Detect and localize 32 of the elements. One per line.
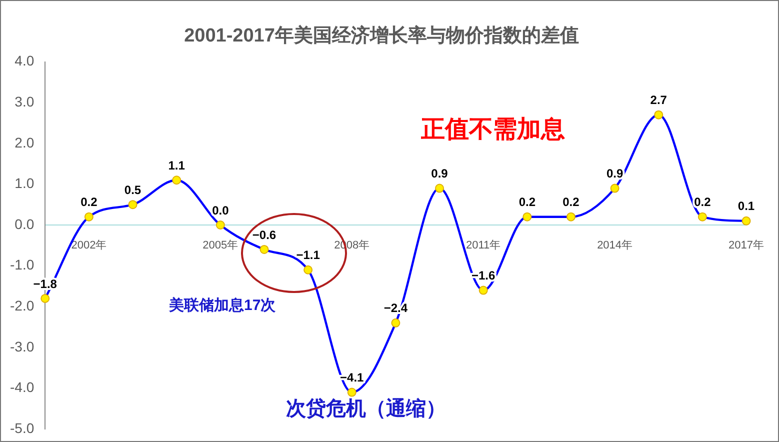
y-tick-label: -4.0 — [10, 379, 34, 396]
data-label: 0.2 — [518, 195, 536, 210]
y-tick-label: -2.0 — [10, 297, 34, 314]
data-label: 0.2 — [694, 195, 712, 210]
x-tick-label: 2014年 — [597, 240, 633, 252]
x-tick-label: 2002年 — [71, 240, 107, 252]
annotation: 美联储加息17次 — [169, 296, 276, 315]
x-tick-label: 2017年 — [728, 240, 764, 252]
data-label: 2.7 — [650, 93, 668, 108]
data-label: 0.5 — [124, 182, 142, 197]
x-tick-label: 2011年 — [466, 240, 501, 252]
data-label: 0.1 — [738, 199, 755, 214]
data-label: 0.2 — [80, 195, 98, 210]
y-tick-label: 1.0 — [14, 175, 34, 192]
y-tick-label: 2.0 — [14, 134, 34, 150]
y-tick-label: 3.0 — [14, 93, 34, 110]
data-label: −1.1 — [296, 248, 320, 262]
data-label: 0.2 — [562, 195, 580, 210]
data-label: 0.9 — [431, 166, 448, 181]
annotation: 次贷危机（通缩） — [286, 396, 446, 422]
x-tick-label: 2005年 — [202, 240, 238, 252]
y-tick-label: 4.0 — [14, 52, 34, 69]
data-label: 0.9 — [606, 166, 624, 181]
data-label: 0.0 — [212, 203, 230, 218]
y-tick-label: -1.0 — [10, 256, 34, 273]
data-label: 1.1 — [168, 158, 186, 172]
y-tick-label: -3.0 — [10, 338, 34, 354]
annotation: 正值不需加息 — [421, 115, 565, 145]
y-tick-label: 0.0 — [14, 216, 34, 232]
data-label: −0.6 — [252, 228, 276, 242]
y-tick-label: -5.0 — [10, 420, 34, 436]
chart-title: 2001-2017年美国经济增长率与物价指数的差值 — [184, 24, 579, 47]
